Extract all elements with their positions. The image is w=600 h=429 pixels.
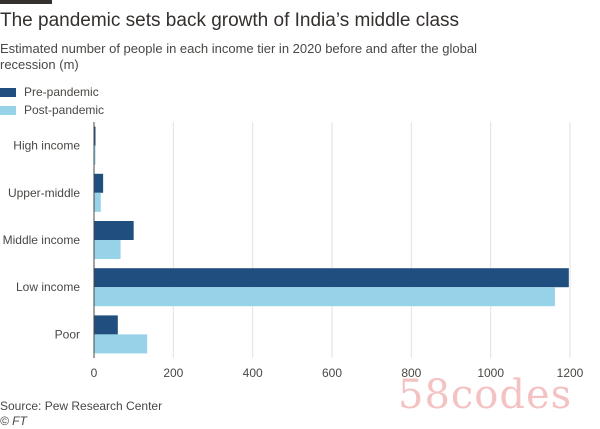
- legend: Pre-pandemic Post-pandemic: [0, 83, 104, 119]
- footer: Source: Pew Research Center © FT: [0, 399, 162, 429]
- credit: © FT: [0, 414, 27, 428]
- chart-subtitle: Estimated number of people in each incom…: [0, 41, 477, 72]
- x-tick-label-400: 400: [243, 366, 263, 380]
- legend-label-post: Post-pandemic: [24, 103, 105, 117]
- category-label-middle-income: Middle income: [3, 233, 81, 247]
- bar-poor-pre: [94, 315, 118, 335]
- legend-swatch-post: [0, 105, 16, 115]
- top-rule: [0, 0, 52, 4]
- bar-high-income-post: [94, 145, 96, 165]
- x-tick-label-800: 800: [401, 366, 421, 380]
- watermark: 58codes: [398, 372, 573, 418]
- source-note: Source: Pew Research Center: [0, 399, 163, 413]
- x-tick-label-0: 0: [91, 366, 98, 380]
- x-tick-label-1000: 1000: [477, 366, 504, 380]
- category-label-poor: Poor: [55, 327, 80, 341]
- chart-title: The pandemic sets back growth of India’s…: [0, 10, 460, 31]
- legend-swatch-pre: [0, 87, 16, 97]
- bar-upper-middle-post: [94, 192, 101, 212]
- x-tick-label-1200: 1200: [557, 366, 584, 380]
- bar-middle-income-pre: [94, 221, 134, 240]
- bar-middle-income-post: [94, 240, 121, 259]
- x-tick-label-200: 200: [163, 366, 183, 380]
- bar-low-income-post: [94, 287, 555, 307]
- legend-label-pre: Pre-pandemic: [24, 85, 99, 99]
- bar-low-income-pre: [94, 268, 569, 288]
- category-label-upper-middle: Upper-middle: [8, 186, 80, 200]
- category-label-low-income: Low income: [16, 280, 80, 294]
- bar-high-income-pre: [94, 126, 96, 146]
- legend-item-pre: Pre-pandemic: [0, 83, 104, 101]
- legend-item-post: Post-pandemic: [0, 101, 104, 119]
- x-tick-label-600: 600: [322, 366, 342, 380]
- bar-chart: High income Upper-middle Middle income Low …: [3, 122, 584, 380]
- category-label-high-income: High income: [13, 139, 80, 153]
- bar-poor-post: [94, 334, 148, 354]
- bar-upper-middle-pre: [94, 173, 104, 193]
